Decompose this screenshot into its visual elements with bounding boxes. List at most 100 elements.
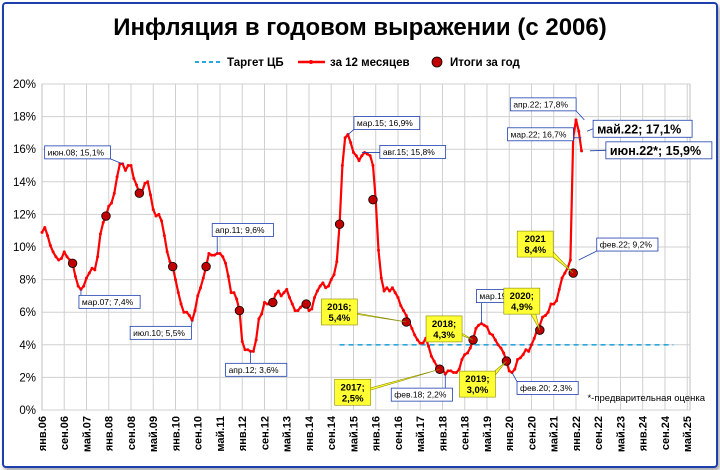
monthly-point — [318, 284, 322, 288]
monthly-point — [452, 371, 456, 375]
annotation-label: 4,9% — [511, 302, 533, 313]
annotation-label: апр.22; 17,8% — [513, 99, 568, 109]
annual-point — [101, 211, 111, 221]
monthly-point — [310, 307, 314, 311]
annual-point — [368, 195, 378, 205]
monthly-point — [449, 369, 453, 373]
annotation-label: 2021 — [525, 234, 547, 245]
annotation-label: фев.20; 2,3% — [520, 383, 573, 393]
annotation-label: 2016; — [327, 302, 351, 313]
annotation-box — [211, 223, 274, 237]
monthly-point — [232, 291, 236, 295]
y-tick-label: 8% — [19, 275, 36, 287]
monthly-point — [201, 276, 205, 280]
monthly-point — [185, 310, 189, 314]
monthly-point — [340, 164, 344, 167]
annotation-box — [516, 230, 554, 258]
x-tick-label: май.15 — [348, 416, 360, 452]
monthly-point — [560, 276, 564, 280]
monthly-point — [154, 214, 158, 218]
monthly-point — [187, 313, 191, 317]
y-tick-label: 14% — [13, 177, 36, 189]
monthly-point — [199, 286, 203, 290]
monthly-point — [335, 260, 339, 264]
monthly-point — [429, 354, 433, 358]
monthly-point — [371, 164, 375, 167]
x-tick-label: май.25 — [682, 416, 694, 452]
monthly-point — [235, 297, 239, 301]
annotation-label: фев.22; 9,2% — [600, 240, 653, 250]
legend-monthly-marker — [309, 60, 313, 64]
annual-points — [67, 188, 578, 374]
monthly-point — [482, 323, 486, 327]
monthly-point — [502, 351, 506, 355]
monthly-point — [243, 348, 247, 352]
y-tick-label: 12% — [13, 209, 36, 221]
x-tick-label: май.23 — [615, 416, 627, 452]
monthly-point — [240, 340, 244, 344]
monthly-point — [491, 333, 495, 337]
monthly-point — [73, 274, 77, 278]
x-tick-label: май.21 — [549, 416, 561, 452]
monthly-point — [555, 299, 559, 303]
monthly-point — [454, 371, 458, 375]
monthly-point — [343, 136, 347, 140]
monthly-point — [446, 369, 450, 373]
monthly-point — [549, 302, 553, 306]
monthly-point — [368, 154, 372, 158]
monthly-point — [493, 338, 497, 342]
monthly-point — [321, 281, 325, 285]
legend: Таргет ЦБ за 12 месяцев Итоги за год — [195, 56, 520, 69]
annual-point — [334, 219, 345, 229]
annotation-box — [129, 325, 192, 340]
x-tick-label: янв.20 — [504, 416, 516, 451]
monthly-point — [432, 359, 436, 363]
monthly-point — [62, 250, 66, 254]
monthly-point — [101, 221, 105, 225]
x-tick-label: май.13 — [282, 416, 294, 452]
x-tick-label: сен.24 — [660, 415, 672, 450]
monthly-point — [463, 353, 467, 357]
monthly-point — [413, 333, 417, 337]
y-tick-label: 10% — [13, 242, 36, 254]
monthly-point — [173, 278, 177, 282]
x-tick-label: янв.22 — [571, 416, 583, 451]
monthly-point — [285, 287, 289, 291]
monthly-point — [351, 150, 355, 154]
monthly-point — [93, 268, 97, 272]
x-tick-label: май.17 — [415, 416, 427, 452]
monthly-point — [274, 292, 278, 296]
monthly-point — [151, 208, 155, 212]
monthly-point — [513, 367, 517, 371]
annotation-label: мар.15; 16,9% — [357, 118, 413, 128]
annotation-label: апр.12; 3,6% — [229, 365, 279, 375]
monthly-point — [574, 118, 578, 122]
annotation-box — [334, 378, 371, 406]
monthly-point — [251, 349, 255, 353]
monthly-point — [543, 313, 547, 317]
legend-monthly-label: за 12 месяцев — [330, 57, 410, 69]
monthly-point — [51, 250, 55, 254]
monthly-point — [84, 276, 88, 280]
x-tick-label: сен.18 — [460, 416, 472, 450]
x-tick-label: май.19 — [482, 416, 494, 452]
x-tick-label: янв.12 — [237, 416, 249, 451]
y-tick-label: 0% — [19, 405, 36, 417]
monthly-point — [157, 212, 161, 216]
monthly-point — [532, 336, 536, 340]
monthly-point — [293, 309, 297, 313]
monthly-point — [135, 183, 139, 187]
monthly-point — [176, 291, 180, 295]
monthly-point — [218, 252, 222, 256]
monthly-point — [160, 219, 164, 223]
annotation-label: мар.07; 7,4% — [82, 297, 134, 307]
annotation-label: авг.15; 15,8% — [383, 147, 435, 157]
monthly-point — [46, 234, 50, 238]
monthly-point — [499, 346, 503, 350]
monthly-point — [354, 154, 358, 158]
monthly-point — [148, 193, 152, 197]
y-tick-label: 2% — [19, 372, 36, 384]
x-tick-label: сен.10 — [193, 416, 205, 450]
monthly-point — [196, 294, 200, 298]
